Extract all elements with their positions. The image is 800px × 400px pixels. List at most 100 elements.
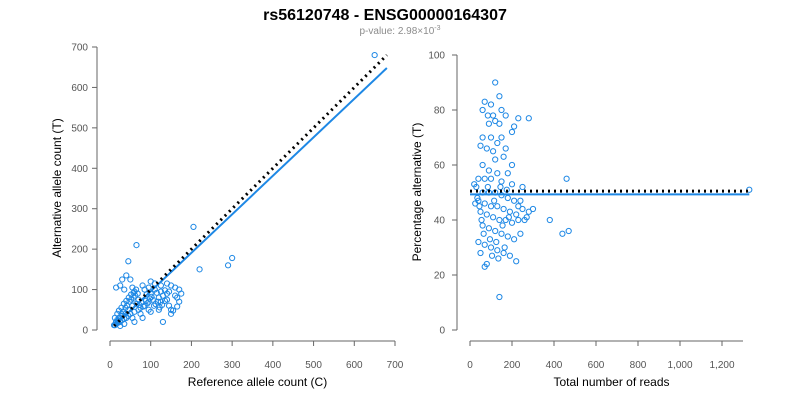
data-point <box>510 197 518 204</box>
x-tick-label: 400 <box>546 360 563 371</box>
x-tick-label: 700 <box>387 360 404 371</box>
data-point <box>508 219 516 226</box>
data-point <box>119 276 126 283</box>
y-tick-label: 20 <box>434 271 446 282</box>
y-tick-label: 80 <box>434 106 446 117</box>
data-point <box>132 286 140 293</box>
data-point <box>519 183 526 191</box>
data-point <box>134 290 141 297</box>
y-tick-label: 500 <box>71 123 88 134</box>
data-point <box>163 290 171 297</box>
x-tick-label: 600 <box>346 360 363 371</box>
x-tick-label: 1,000 <box>667 360 692 371</box>
data-point <box>229 254 236 262</box>
data-point <box>159 318 167 326</box>
data-point <box>487 134 495 141</box>
y-tick-label: 200 <box>71 245 88 256</box>
y-tick-label: 60 <box>434 161 446 172</box>
data-point <box>493 238 500 246</box>
data-point <box>159 301 166 309</box>
data-point <box>196 266 203 273</box>
data-point <box>523 214 530 221</box>
data-point <box>480 230 487 237</box>
data-point <box>525 208 532 215</box>
data-point <box>483 145 490 152</box>
data-point <box>167 310 175 317</box>
data-point <box>475 175 482 182</box>
data-point <box>121 286 128 293</box>
data-point <box>494 170 501 177</box>
pvalue-exponent: -3 <box>434 25 440 32</box>
data-point <box>113 284 120 291</box>
data-point <box>515 203 522 210</box>
data-point <box>508 181 516 188</box>
data-point <box>224 262 232 269</box>
data-point <box>484 183 491 191</box>
data-point <box>501 244 508 251</box>
y-axis-label: Percentage alternative (T) <box>410 123 424 262</box>
data-point <box>487 244 495 251</box>
data-point <box>155 306 162 313</box>
data-point <box>145 306 152 313</box>
reference-line <box>113 54 388 328</box>
data-point <box>504 233 511 240</box>
x-tick-label: 300 <box>224 360 241 371</box>
data-point <box>496 120 503 127</box>
x-tick-label: 0 <box>467 360 473 371</box>
data-point <box>500 205 507 213</box>
data-point <box>517 230 524 237</box>
data-point <box>475 238 482 246</box>
y-tick-label: 300 <box>71 204 88 215</box>
data-point <box>506 208 513 215</box>
data-point <box>500 153 507 160</box>
data-point <box>529 205 537 213</box>
data-point <box>123 272 130 279</box>
y-axis-label: Alternative allele count (T) <box>50 118 64 257</box>
data-point <box>506 252 513 259</box>
data-point <box>497 183 504 191</box>
data-point <box>492 79 499 86</box>
fit-line <box>113 67 388 327</box>
y-tick-label: 100 <box>71 285 88 296</box>
data-point <box>515 115 522 122</box>
y-tick-label: 40 <box>434 216 446 227</box>
x-tick-label: 400 <box>265 360 282 371</box>
data-point <box>487 175 495 182</box>
y-tick-label: 0 <box>439 326 445 337</box>
data-point <box>502 112 509 119</box>
data-point <box>490 148 497 155</box>
data-point <box>479 161 486 169</box>
data-point <box>494 203 501 210</box>
data-point <box>477 249 484 257</box>
data-point <box>148 293 155 300</box>
x-tick-label: 200 <box>504 360 521 371</box>
data-point <box>483 211 490 218</box>
data-point <box>485 120 492 127</box>
data-point <box>178 290 185 297</box>
data-point <box>163 296 171 303</box>
data-point <box>133 242 140 249</box>
data-point <box>546 216 553 224</box>
data-point <box>484 112 491 119</box>
data-point <box>479 222 486 229</box>
x-axis-label: Reference allele count (C) <box>188 375 327 389</box>
data-point <box>117 322 124 330</box>
data-point <box>172 292 179 299</box>
data-point <box>563 175 570 182</box>
data-point <box>140 303 147 310</box>
data-point <box>492 156 499 163</box>
data-point <box>485 225 492 232</box>
data-point <box>487 101 495 108</box>
y-tick-label: 700 <box>71 43 88 54</box>
data-point <box>481 98 488 105</box>
data-point <box>485 167 492 174</box>
x-tick-label: 1,200 <box>709 360 734 371</box>
data-point <box>513 211 520 218</box>
data-point <box>486 236 494 243</box>
x-tick-label: 200 <box>183 360 200 371</box>
data-point <box>481 175 488 182</box>
data-point <box>144 300 151 307</box>
data-point <box>479 134 486 141</box>
data-point <box>190 223 197 231</box>
